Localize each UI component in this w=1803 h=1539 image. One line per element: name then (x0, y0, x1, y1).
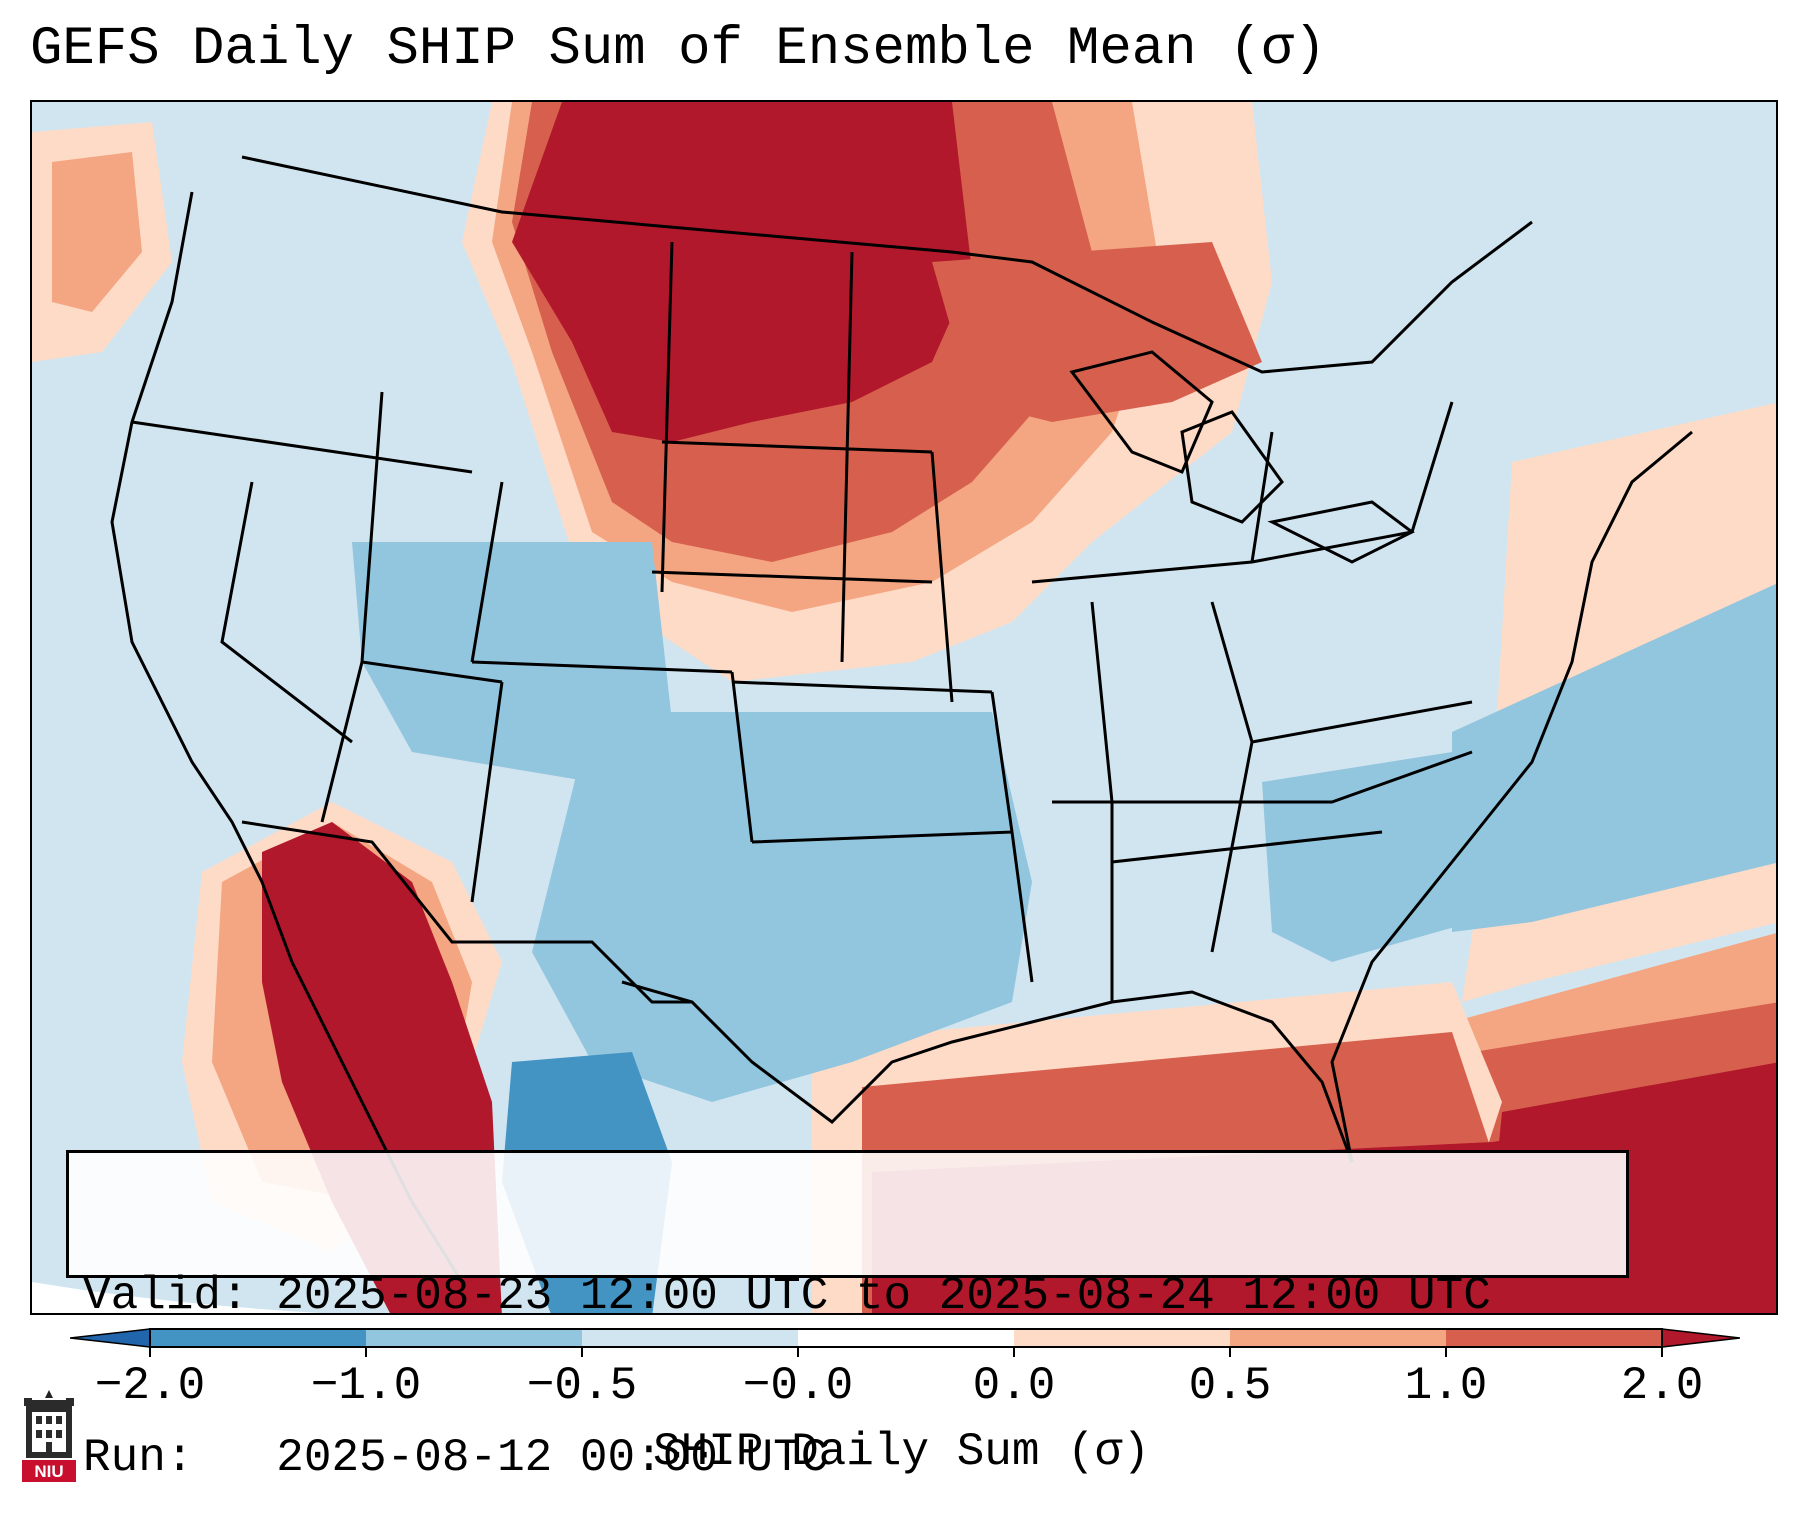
colorbar-label: SHIP Daily Sum (σ) (653, 1426, 1150, 1478)
field-pacific-mid (52, 152, 142, 312)
run-time: Run: 2025-08-12 00:00 UTC (83, 1432, 829, 1484)
tick-label: −2.0 (94, 1360, 206, 1412)
colorbar-bin-4 (798, 1329, 1014, 1347)
niu-castle-icon: NIU (22, 1390, 76, 1482)
colorbar-bin-6 (1230, 1329, 1446, 1347)
mexico-border (241, 820, 692, 1004)
tick-label: −0.0 (742, 1360, 854, 1412)
colorbar-bin-1 (150, 1329, 366, 1347)
info-box: Valid: 2025-08-23 12:00 UTC to 2025-08-2… (66, 1150, 1629, 1484)
logo-text: NIU (34, 1462, 63, 1481)
gulf-coast (621, 980, 1354, 1163)
projection-edge (32, 1282, 320, 1313)
tick-label: 1.0 (1404, 1360, 1488, 1412)
colorbar-bin-7 (1446, 1329, 1662, 1347)
colorbar-bin-5 (1014, 1329, 1230, 1347)
state-lines-west (131, 391, 754, 903)
field-southeast-neg (1262, 752, 1472, 962)
us-canada-border (241, 155, 1533, 374)
colorbar-extend-high (1661, 1328, 1740, 1348)
colorbar (70, 1328, 1740, 1357)
state-lines-central (651, 241, 1034, 983)
tick-label: −0.5 (526, 1360, 638, 1412)
state-lines-east (1031, 401, 1473, 1002)
field-eastcoast-neg (1452, 583, 1776, 932)
map-panel (30, 100, 1778, 1315)
tick-label: 0.0 (972, 1360, 1056, 1412)
field-greatlakes-pos (932, 242, 1262, 422)
colorbar-bin-3 (582, 1329, 798, 1347)
field-texas-neg (532, 712, 1032, 1102)
tick-label: 0.5 (1188, 1360, 1272, 1412)
colorbar-ticks (149, 1347, 1663, 1357)
tick-label: 2.0 (1620, 1360, 1704, 1412)
map-canvas (32, 102, 1776, 1313)
valid-time: Valid: 2025-08-23 12:00 UTC to 2025-08-2… (83, 1270, 1491, 1322)
field-northplains-strong (512, 102, 972, 442)
colorbar-extend-low (70, 1328, 151, 1348)
field-rockies-neg (352, 542, 672, 782)
great-lakes (1069, 350, 1415, 564)
east-coast (1330, 430, 1693, 1163)
colorbar-bin-2 (366, 1329, 582, 1347)
chart-title: GEFS Daily SHIP Sum of Ensemble Mean (σ) (30, 19, 1327, 80)
tick-label: −1.0 (310, 1360, 422, 1412)
colorbar-outline (149, 1328, 1663, 1348)
borders (110, 155, 1693, 1283)
